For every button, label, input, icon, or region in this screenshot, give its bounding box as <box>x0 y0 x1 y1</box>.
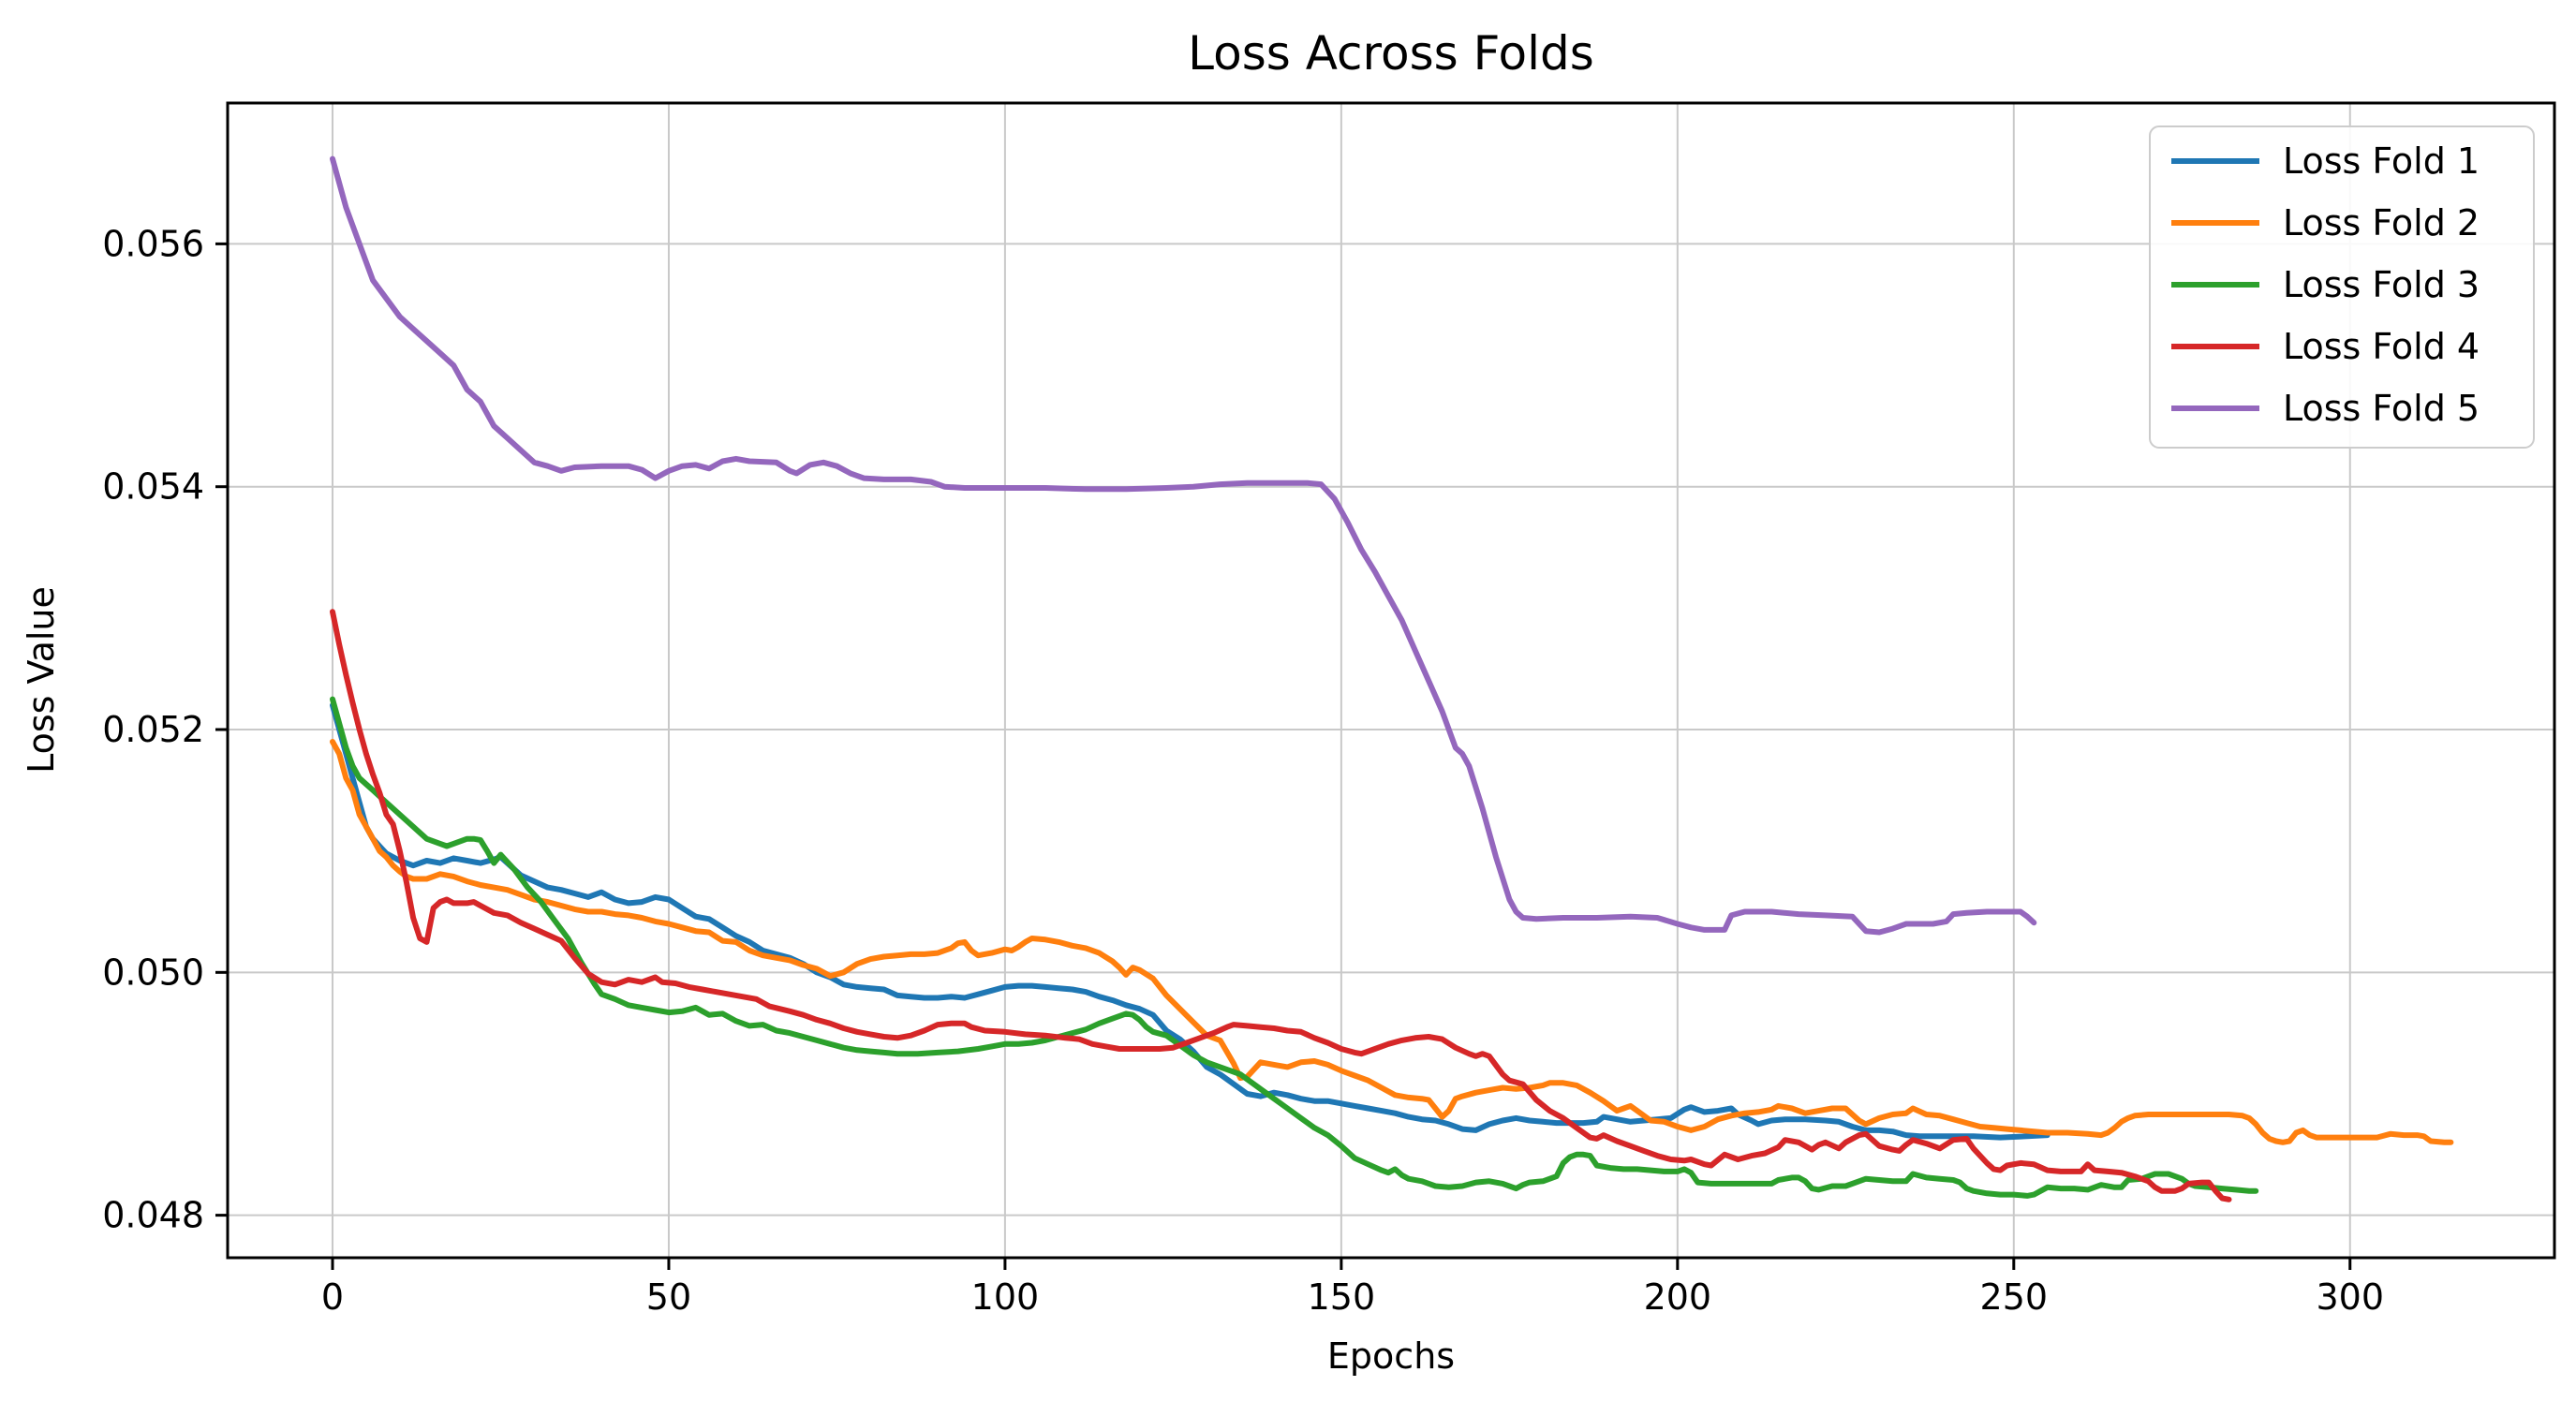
legend-box <box>2149 125 2535 449</box>
x-tick-label: 200 <box>1644 1276 1712 1318</box>
y-tick-label: 0.052 <box>102 709 204 750</box>
y-axis-label: Loss Value <box>21 586 62 774</box>
series-line-loss-fold-2 <box>330 739 2454 1145</box>
x-tick-label: 0 <box>321 1276 344 1318</box>
series-line-loss-fold-3 <box>330 696 2259 1199</box>
x-tick-label: 100 <box>971 1276 1040 1318</box>
series-line-loss-fold-1 <box>330 702 2050 1141</box>
x-tick-label: 300 <box>2316 1276 2384 1318</box>
chart-title: Loss Across Folds <box>1188 26 1594 81</box>
x-axis-label: Epochs <box>1326 1335 1456 1377</box>
x-tick-label: 150 <box>1308 1276 1376 1318</box>
series-line-loss-fold-5 <box>330 155 2037 936</box>
series-line-loss-fold-4 <box>330 609 2232 1202</box>
y-tick-label: 0.050 <box>102 951 204 993</box>
legend-label: Loss Fold 5 <box>2283 388 2480 429</box>
y-tick-label: 0.054 <box>102 466 204 508</box>
y-tick-label: 0.048 <box>102 1195 204 1236</box>
x-tick-label: 250 <box>1980 1276 2049 1318</box>
x-tick-label: 50 <box>646 1276 691 1318</box>
legend-label: Loss Fold 3 <box>2283 264 2480 305</box>
legend-label: Loss Fold 2 <box>2283 202 2480 243</box>
legend-label: Loss Fold 1 <box>2283 140 2480 182</box>
legend-label: Loss Fold 4 <box>2283 326 2480 367</box>
axes-spines <box>226 101 2556 1260</box>
y-tick-label: 0.056 <box>102 223 204 264</box>
